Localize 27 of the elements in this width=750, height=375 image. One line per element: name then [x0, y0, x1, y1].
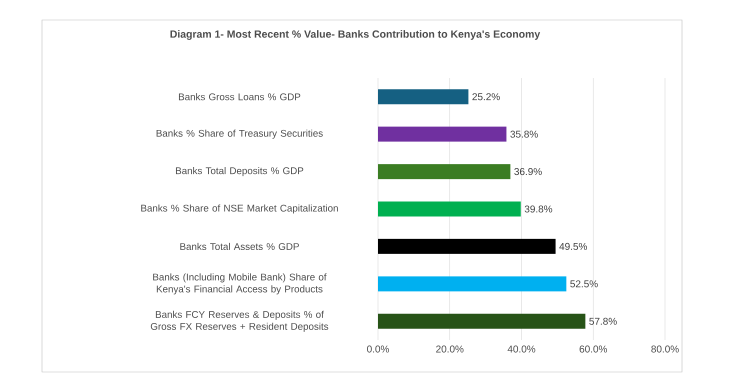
x-tick-label: 20.0%	[436, 346, 464, 353]
y-tick-label: Banks Total Deposits % GDP	[176, 167, 304, 176]
x-tick-label: 80.0%	[651, 346, 679, 353]
y-tick-label: Banks Gross Loans % GDP	[178, 93, 300, 100]
data-label: 36.9%	[514, 168, 542, 176]
y-tick-label: Banks (Including Mobile Bank) Share of Kenya's Financial Access by Products	[153, 273, 327, 294]
x-tick-label: 40.0%	[508, 346, 536, 353]
data-label: 49.5%	[559, 242, 588, 250]
y-tick-label: Banks % Share of NSE Market Capitalization	[141, 204, 338, 214]
bar	[378, 126, 506, 142]
data-label: 25.2%	[472, 93, 500, 100]
bar	[378, 238, 556, 254]
x-tick-label: 0.0%	[367, 346, 390, 353]
bar	[378, 202, 521, 217]
bar	[378, 276, 566, 292]
bar	[378, 89, 468, 104]
chart-title: Diagram 1- Most Recent % Value- Banks Contribution to Kenya's Economy	[170, 30, 540, 40]
data-label: 52.5%	[570, 280, 598, 288]
data-label: 39.8%	[524, 205, 552, 213]
y-tick-label: Banks % Share of Treasury Securities	[156, 130, 323, 139]
data-label: 57.8%	[589, 318, 617, 325]
bar	[378, 164, 510, 180]
data-label: 35.8%	[510, 130, 538, 138]
y-tick-label: Banks Total Assets % GDP	[180, 242, 299, 250]
y-tick-label: Banks FCY Reserves & Deposits % of Gross FX Reserves + Resident Deposits	[150, 310, 328, 332]
bar	[378, 314, 586, 329]
x-tick-label: 60.0%	[580, 346, 608, 353]
